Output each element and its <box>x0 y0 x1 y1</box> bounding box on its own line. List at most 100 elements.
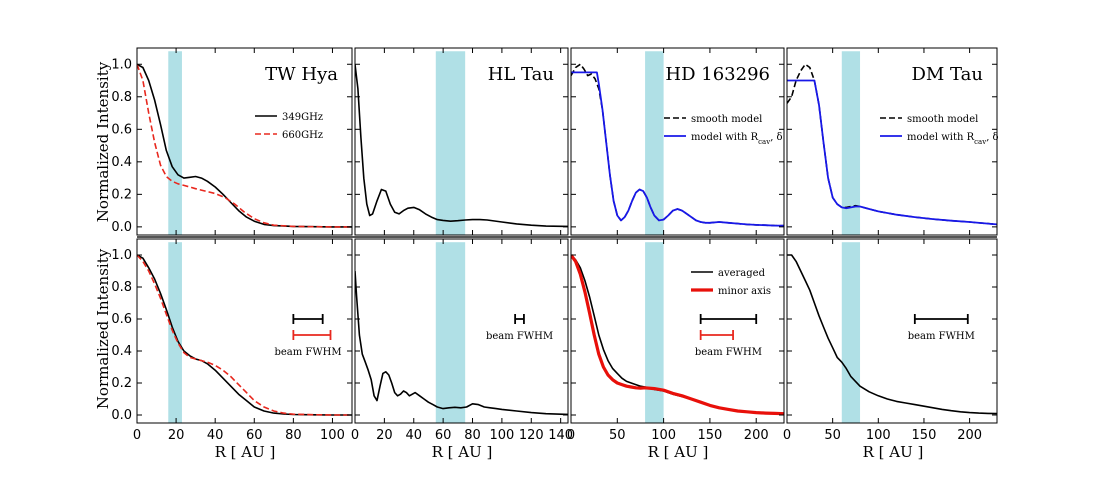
y-tick-label: 0.2 <box>111 187 132 202</box>
x-axis-label-1: R [ AU ] <box>215 443 276 461</box>
panel-bottom-2: 0 20 40 60 80 100 120 140 beam FWHM <box>351 238 573 443</box>
x-tick-label: 200 <box>957 428 982 443</box>
panel-bottom-3: 0 50 100 150 200 averaged minor axis beam FWHM <box>567 238 785 443</box>
gap-band <box>645 242 664 423</box>
series-line-1 <box>137 254 352 416</box>
y-tick-label: 0.0 <box>111 408 132 423</box>
x-axis-label-2: R [ AU ] <box>432 443 493 461</box>
gap-band <box>841 51 861 235</box>
y-tick-label: 0.6 <box>111 122 132 137</box>
series-line-0 <box>355 64 568 228</box>
panel-title: TW Hya <box>265 64 338 85</box>
plot-area <box>355 242 568 423</box>
x-tick-label: 0 <box>133 428 141 443</box>
plot-area <box>355 51 568 235</box>
panel-top-1: 0.0 0.2 0.4 0.6 0.8 1.0 TW Hya 349GHz 660GHz <box>111 47 353 236</box>
y-tick-label: 0.0 <box>111 220 132 235</box>
series-line-0 <box>571 63 784 227</box>
y-tick-label: 0.8 <box>111 280 132 295</box>
x-tick-label: 50 <box>609 428 626 443</box>
x-tick-label: 0 <box>783 428 791 443</box>
series-line-0 <box>787 63 997 226</box>
series-line-1 <box>137 64 352 228</box>
x-tick-label: 150 <box>697 428 722 443</box>
x-tick-label: 0 <box>351 428 359 443</box>
x-tick-label: 0 <box>567 428 575 443</box>
y-tick-label: 0.8 <box>111 90 132 105</box>
beam-label: beam FWHM <box>908 331 975 342</box>
legend-label: averaged <box>718 268 766 279</box>
series-line-1 <box>787 79 997 226</box>
panel-frame <box>570 238 785 424</box>
panel-top-3: HD 163296 smooth model model with Rcav, δ <box>570 47 785 236</box>
panel-title: HL Tau <box>488 64 554 85</box>
series-line-0 <box>787 254 997 415</box>
x-tick-label: 20 <box>376 428 393 443</box>
y-tick-label: 0.4 <box>111 344 132 359</box>
gap-band <box>435 242 466 423</box>
y-axis-label-bottom: Normalized Intensity <box>94 248 112 409</box>
plot-area <box>137 51 352 235</box>
legend-label: 349GHz <box>282 112 323 123</box>
y-tick-label: 1.0 <box>111 57 132 72</box>
panel-top-2: HL Tau <box>354 47 569 236</box>
x-tick-label: 20 <box>168 428 185 443</box>
x-tick-label: 40 <box>207 428 224 443</box>
x-tick-label: 40 <box>405 428 422 443</box>
legend-label: smooth model <box>691 114 762 125</box>
panel-top-4: DM Tau smooth model model with Rcav, δ <box>786 47 999 236</box>
x-tick-label: 100 <box>651 428 676 443</box>
x-tick-label: 200 <box>744 428 769 443</box>
panel-bottom-1: 0.0 0.2 0.4 0.6 0.8 1.0 0 20 40 60 80 100 beam FWHM <box>111 238 353 443</box>
legend-label: model with Rcav, δ <box>907 132 999 146</box>
x-axis-label-4: R [ AU ] <box>863 443 924 461</box>
gap-band <box>435 51 466 235</box>
gap-band <box>168 51 182 235</box>
y-tick-label: 1.0 <box>111 248 132 263</box>
gap-band <box>841 242 861 423</box>
y-tick-label: 0.6 <box>111 312 132 327</box>
x-tick-label: 50 <box>824 428 841 443</box>
x-tick-label: 100 <box>866 428 891 443</box>
x-tick-label: 80 <box>464 428 481 443</box>
panel-frame <box>354 47 569 236</box>
x-axis-label-3: R [ AU ] <box>648 443 709 461</box>
series-line-1 <box>571 254 784 416</box>
panel-title: HD 163296 <box>665 64 770 85</box>
y-axis-label-top: Normalized Intensity <box>94 61 112 222</box>
series-line-1 <box>571 71 784 227</box>
x-tick-label: 100 <box>489 428 514 443</box>
legend-label: minor axis <box>718 286 771 297</box>
plot-area <box>137 242 352 423</box>
panel-frame <box>136 47 353 236</box>
legend-label: 660GHz <box>282 130 323 141</box>
legend-label: model with Rcav, δ <box>691 132 783 146</box>
x-tick-label: 150 <box>912 428 937 443</box>
plot-area <box>787 242 997 423</box>
x-tick-label: 60 <box>435 428 452 443</box>
y-tick-label: 0.4 <box>111 155 132 170</box>
plot-area <box>787 51 997 235</box>
x-tick-label: 140 <box>548 428 573 443</box>
panel-frame <box>786 238 998 424</box>
plot-area <box>571 51 784 235</box>
x-tick-label: 120 <box>519 428 544 443</box>
panel-frame <box>786 47 998 236</box>
gap-band <box>645 51 664 235</box>
panel-frame <box>570 47 785 236</box>
plot-area <box>571 242 784 423</box>
y-tick-label: 0.2 <box>111 376 132 391</box>
panel-title: DM Tau <box>911 64 983 85</box>
x-tick-label: 100 <box>320 428 345 443</box>
panel-frame <box>136 238 353 424</box>
series-line-0 <box>355 270 568 416</box>
beam-label: beam FWHM <box>486 331 553 342</box>
legend-label: smooth model <box>907 114 978 125</box>
x-tick-label: 80 <box>285 428 302 443</box>
x-tick-label: 60 <box>246 428 263 443</box>
panel-frame <box>354 238 569 424</box>
panel-bottom-4: 0 50 100 150 200 beam FWHM <box>783 238 998 443</box>
beam-label: beam FWHM <box>695 347 762 358</box>
beam-label: beam FWHM <box>274 347 341 358</box>
